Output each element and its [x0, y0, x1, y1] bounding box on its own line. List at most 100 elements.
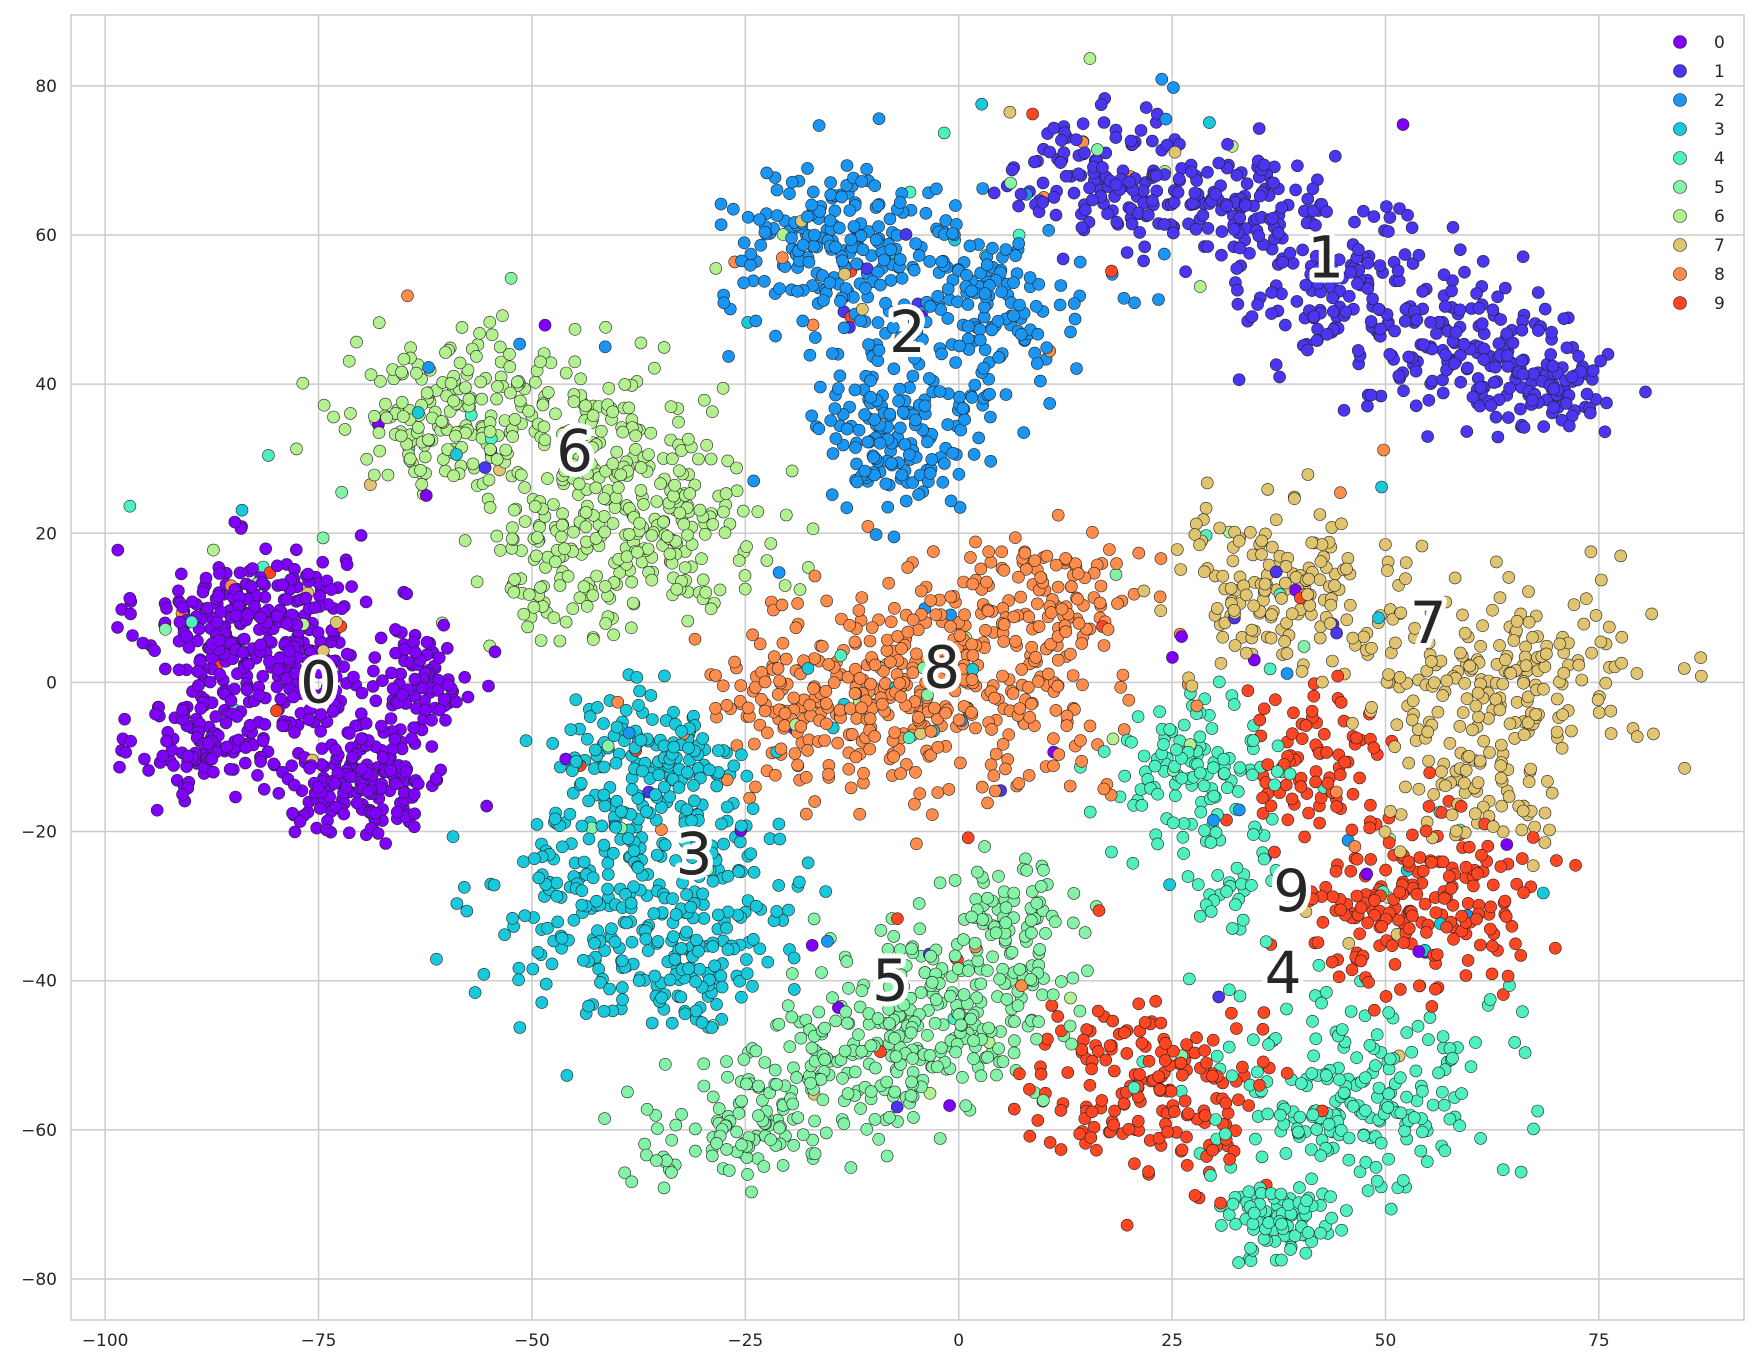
point-class-9	[1487, 878, 1500, 892]
point-class-2	[823, 214, 837, 227]
point-class-8	[774, 742, 788, 756]
point-class-8	[1064, 647, 1077, 661]
point-class-2	[772, 566, 786, 579]
point-class-8	[984, 555, 998, 569]
point-class-7	[1393, 845, 1407, 859]
point-class-8	[799, 807, 813, 821]
point-class-6	[607, 628, 620, 642]
point-class-7	[1515, 823, 1529, 837]
point-class-9	[1164, 1084, 1178, 1098]
point-class-2	[770, 183, 784, 197]
point-class-1	[1133, 226, 1146, 239]
point-class-8	[934, 672, 947, 685]
point-class-3	[733, 835, 747, 849]
point-class-5	[783, 1040, 797, 1053]
point-class-6	[462, 392, 476, 406]
point-class-0	[243, 718, 257, 732]
point-class-5	[640, 1103, 654, 1116]
point-class-3	[526, 962, 540, 976]
point-class-9	[1206, 1069, 1219, 1083]
point-class-1	[1138, 240, 1151, 254]
point-class-4	[1274, 1108, 1287, 1122]
point-class-2	[840, 501, 854, 515]
point-class-0	[238, 632, 251, 646]
point-class-7	[1301, 468, 1315, 481]
point-class-0	[289, 543, 303, 557]
point-class-7	[1341, 552, 1355, 565]
point-class-4	[1305, 1067, 1319, 1080]
point-class-9	[1206, 1033, 1220, 1047]
point-class-1	[1438, 300, 1452, 313]
point-class-8	[924, 650, 938, 664]
point-class-0	[270, 680, 284, 694]
point-class-3	[650, 848, 664, 862]
point-class-1	[1545, 325, 1558, 339]
point-class-6	[327, 410, 340, 424]
point-class-0	[1166, 651, 1179, 664]
point-class-2	[1117, 291, 1131, 305]
point-class-2	[829, 432, 843, 445]
point-class-9	[1394, 983, 1407, 996]
point-class-2	[1073, 255, 1087, 269]
point-class-9	[1501, 969, 1515, 983]
point-class-4	[1436, 1030, 1450, 1043]
point-class-0	[374, 631, 388, 645]
point-class-1	[1273, 370, 1286, 384]
point-class-4	[1453, 1119, 1466, 1132]
point-class-1	[1005, 163, 1019, 177]
point-class-6	[558, 542, 571, 556]
point-class-5	[697, 1079, 711, 1093]
point-class-3	[1537, 886, 1550, 900]
point-class-3	[680, 925, 693, 939]
point-class-6	[360, 452, 374, 466]
point-class-8	[988, 691, 1001, 705]
point-class-4	[1283, 767, 1297, 781]
point-class-3	[646, 713, 659, 726]
point-class-7	[1399, 780, 1412, 794]
point-class-9	[1084, 1131, 1098, 1144]
point-class-9	[1446, 898, 1460, 912]
point-class-6	[1193, 280, 1207, 293]
point-class-7	[1445, 808, 1459, 822]
point-class-9	[1043, 1136, 1057, 1149]
point-class-5	[842, 981, 855, 995]
point-class-8	[747, 737, 761, 751]
point-class-8	[857, 766, 870, 780]
point-class-0	[371, 827, 385, 840]
point-class-0	[276, 719, 289, 733]
point-class-6	[598, 580, 612, 593]
point-class-2	[946, 446, 960, 460]
point-class-6	[633, 516, 646, 530]
point-class-4	[1514, 1165, 1528, 1179]
point-class-0	[355, 686, 369, 700]
point-class-0	[408, 645, 422, 659]
point-class-9	[1284, 899, 1297, 913]
point-class-4	[262, 449, 275, 462]
point-class-3	[577, 855, 591, 869]
point-class-9	[1122, 1122, 1136, 1136]
point-class-8	[720, 773, 734, 787]
point-class-2	[895, 271, 909, 285]
point-class-9	[1388, 958, 1402, 971]
point-class-8	[1018, 546, 1032, 560]
point-class-0	[274, 692, 288, 706]
point-class-8	[929, 608, 943, 622]
point-class-7	[1389, 636, 1402, 650]
point-class-1	[1231, 283, 1244, 297]
point-class-7	[1313, 631, 1327, 645]
point-class-8	[791, 597, 804, 610]
point-class-6	[506, 521, 519, 535]
point-class-2	[954, 423, 968, 437]
point-class-8	[981, 604, 995, 618]
point-class-7	[1614, 549, 1627, 563]
point-class-6	[579, 399, 592, 413]
point-class-3	[721, 943, 735, 957]
point-class-9	[1413, 979, 1426, 993]
point-class-5	[848, 1065, 862, 1079]
point-class-6	[521, 620, 534, 634]
point-class-9	[1332, 970, 1346, 984]
point-class-5	[657, 1181, 671, 1195]
point-class-7	[1427, 788, 1440, 801]
point-class-9	[1350, 852, 1364, 866]
point-class-9	[1444, 882, 1458, 895]
